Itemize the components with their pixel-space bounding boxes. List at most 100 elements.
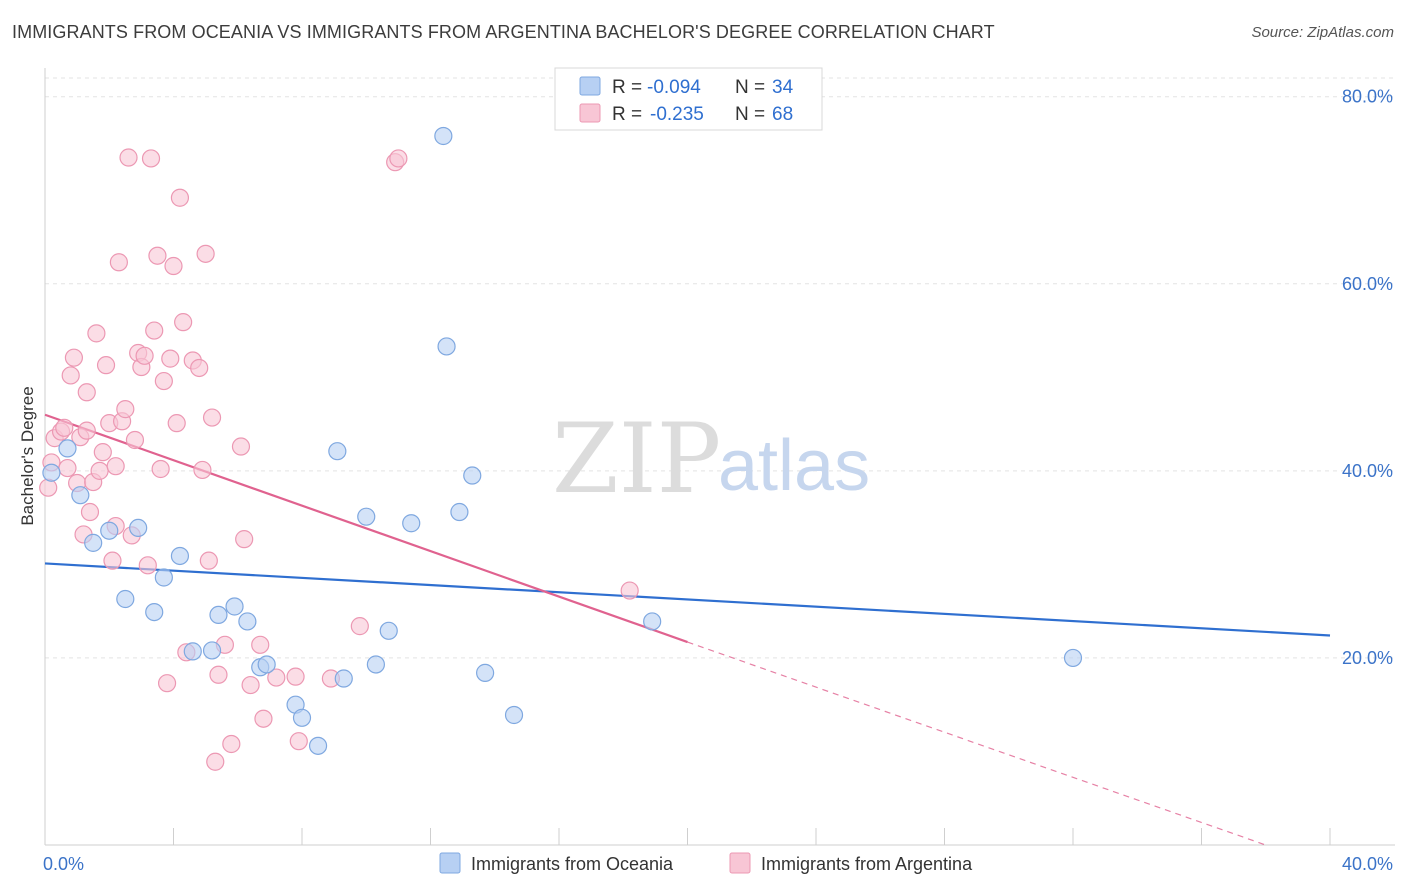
series-legend-oceania: Immigrants from Oceania bbox=[471, 854, 674, 874]
legend-swatch-argentina bbox=[579, 103, 601, 123]
point-oceania bbox=[145, 602, 164, 622]
point-argentina bbox=[157, 674, 177, 693]
point-argentina bbox=[235, 530, 254, 549]
point-argentina bbox=[193, 460, 212, 480]
trendlines bbox=[44, 413, 1331, 846]
point-argentina bbox=[231, 437, 251, 456]
gridlines bbox=[45, 77, 1395, 659]
series-legend-argentina: Immigrants from Argentina bbox=[761, 854, 973, 874]
point-argentina bbox=[174, 313, 193, 332]
point-argentina bbox=[202, 408, 222, 427]
trendline-oceania bbox=[44, 562, 1331, 637]
point-argentina bbox=[241, 675, 260, 695]
point-oceania bbox=[643, 612, 662, 631]
point-argentina bbox=[77, 421, 96, 440]
point-oceania bbox=[308, 736, 328, 755]
point-argentina bbox=[135, 346, 154, 365]
point-oceania bbox=[225, 597, 244, 616]
point-oceania bbox=[434, 126, 453, 146]
tick-labels: 20.0% 40.0% 60.0% 80.0% 0.0% 40.0% bbox=[43, 87, 1393, 874]
point-oceania bbox=[257, 655, 276, 674]
point-argentina bbox=[90, 461, 109, 480]
y-tick-label: 20.0% bbox=[1342, 648, 1393, 668]
point-argentina bbox=[87, 324, 106, 343]
x-tick-label: 40.0% bbox=[1342, 854, 1393, 874]
legend-r-value-oceania: -0.094 bbox=[647, 77, 701, 98]
point-argentina bbox=[209, 665, 228, 684]
point-argentina bbox=[109, 253, 128, 272]
point-argentina bbox=[196, 244, 215, 263]
point-argentina bbox=[164, 256, 183, 276]
watermark: ZIP atlas bbox=[552, 403, 870, 515]
point-oceania bbox=[292, 708, 312, 727]
point-argentina bbox=[167, 414, 186, 433]
point-oceania bbox=[71, 486, 90, 505]
point-oceania bbox=[129, 518, 148, 538]
y-tick-label: 60.0% bbox=[1342, 274, 1393, 294]
point-argentina bbox=[286, 667, 305, 686]
point-oceania bbox=[58, 439, 77, 458]
point-argentina bbox=[350, 617, 369, 636]
point-argentina bbox=[80, 502, 100, 522]
legend-n-value-oceania: 34 bbox=[772, 77, 794, 98]
point-oceania bbox=[84, 533, 103, 552]
point-argentina bbox=[222, 734, 241, 754]
x-tick-label: 0.0% bbox=[43, 854, 84, 874]
point-argentina bbox=[289, 732, 308, 751]
point-argentina bbox=[251, 635, 270, 654]
point-argentina bbox=[125, 430, 145, 450]
point-argentina bbox=[389, 149, 408, 168]
point-argentina bbox=[161, 349, 180, 368]
correlation-legend: R = -0.094 N = 34 R = -0.235 N = 68 bbox=[554, 67, 823, 131]
point-argentina bbox=[64, 348, 84, 367]
point-oceania bbox=[476, 663, 495, 682]
point-argentina bbox=[620, 581, 639, 600]
point-argentina bbox=[190, 358, 209, 378]
legend-r-value-argentina: -0.235 bbox=[650, 104, 704, 125]
point-oceania bbox=[366, 655, 385, 674]
legend-swatch-oceania bbox=[579, 76, 601, 96]
source-label: Source: ZipAtlas.com bbox=[1251, 24, 1394, 41]
point-oceania bbox=[334, 669, 353, 688]
point-argentina bbox=[254, 709, 273, 728]
point-argentina bbox=[145, 321, 164, 340]
point-argentina bbox=[267, 668, 286, 687]
point-argentina bbox=[96, 356, 116, 375]
legend-n-value-argentina: 68 bbox=[772, 104, 793, 125]
point-oceania bbox=[402, 514, 421, 533]
legend-n-label-oceania: N = bbox=[735, 77, 765, 98]
point-oceania bbox=[357, 507, 376, 526]
point-oceania bbox=[202, 641, 222, 660]
point-oceania bbox=[238, 612, 257, 631]
point-argentina bbox=[119, 148, 138, 167]
series-legend-swatch-argentina bbox=[729, 852, 751, 874]
point-oceania bbox=[504, 705, 524, 725]
y-axis-title: Bachelor's Degree bbox=[18, 386, 37, 525]
y-tick-label: 80.0% bbox=[1342, 87, 1393, 107]
point-argentina bbox=[199, 551, 218, 570]
point-argentina bbox=[206, 752, 225, 771]
point-argentina bbox=[148, 246, 167, 265]
axes bbox=[44, 68, 1395, 846]
point-oceania bbox=[42, 463, 61, 482]
point-oceania bbox=[154, 568, 173, 587]
series-legend: Immigrants from Oceania Immigrants from … bbox=[439, 852, 973, 874]
point-argentina bbox=[141, 149, 161, 168]
point-oceania bbox=[170, 546, 190, 566]
point-argentina bbox=[154, 371, 173, 391]
point-argentina bbox=[138, 556, 157, 575]
trendline-argentina bbox=[44, 413, 688, 644]
point-argentina bbox=[116, 400, 135, 419]
watermark-zip: ZIP bbox=[552, 403, 721, 515]
watermark-atlas: atlas bbox=[718, 426, 870, 506]
point-argentina bbox=[93, 443, 112, 462]
point-argentina bbox=[106, 457, 125, 476]
point-oceania bbox=[328, 442, 347, 461]
point-oceania bbox=[116, 589, 135, 609]
point-oceania bbox=[463, 466, 482, 485]
series-legend-swatch-oceania bbox=[439, 852, 461, 874]
point-argentina bbox=[103, 551, 122, 570]
data-points bbox=[39, 126, 1083, 771]
trendline-extension-argentina bbox=[687, 641, 1266, 846]
legend-r-label-oceania: R = bbox=[612, 77, 642, 98]
